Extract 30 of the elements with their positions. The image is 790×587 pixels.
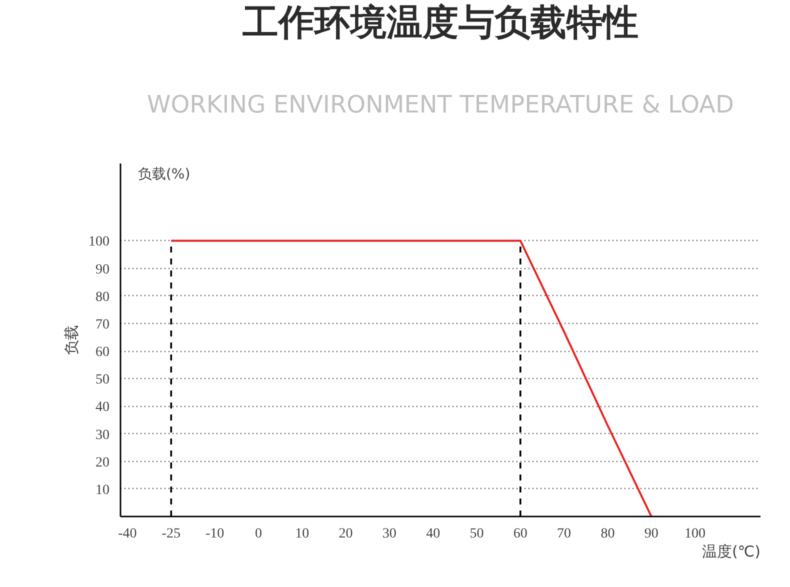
x-tick-label: 10	[295, 526, 310, 542]
x-tick-label: 70	[557, 526, 572, 542]
y-tick-label: 70	[96, 317, 110, 332]
y-tick-label: 80	[96, 290, 110, 305]
y-tick-label: 100	[88, 234, 110, 250]
line-series	[170, 240, 652, 516]
x-tick-label: 50	[470, 526, 484, 542]
y-tick-label: 10	[96, 482, 110, 498]
y-tick-label: 60	[96, 345, 110, 360]
x-tick-label: 30	[382, 526, 396, 542]
x-tick-label: -25	[162, 526, 180, 542]
x-tick-label: 80	[600, 526, 615, 542]
x-tick-label: -40	[118, 526, 137, 542]
x-tick-label: 20	[338, 526, 353, 542]
y-tick-label: 20	[96, 455, 110, 470]
x-tick-label: 100	[684, 526, 706, 542]
chart-subtitle: WORKING ENVIRONMENT TEMPERATURE & LOAD	[147, 90, 734, 118]
x-axis-title: 温度(℃)	[702, 542, 761, 560]
x-tick-label: 40	[426, 526, 440, 542]
x-tick-label: -10	[205, 526, 224, 542]
chart-title: 工作环境温度与负载特性	[242, 2, 638, 44]
annotation: 负载(%)	[138, 166, 190, 183]
x-tick-label: 90	[644, 526, 658, 542]
y-axis-title: 负载	[62, 325, 80, 355]
y-tick-label: 40	[96, 400, 110, 416]
y-tick-label: 90	[96, 262, 110, 278]
y-tick-label: 50	[96, 372, 110, 388]
x-tick-label: 60	[513, 526, 528, 542]
x-tick-label: 0	[254, 526, 262, 542]
y-tick-label: 30	[96, 428, 110, 443]
